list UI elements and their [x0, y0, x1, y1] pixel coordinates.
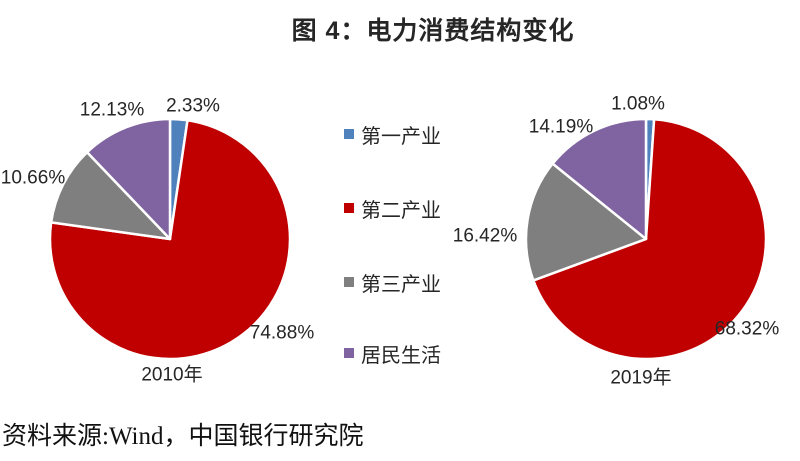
legend-label-primary: 第一产业	[361, 125, 441, 148]
pie-slice-2010年-居民生活	[85, 117, 172, 241]
legend: 第一产业 第二产业 第三产业 居民生活	[344, 122, 474, 372]
legend-swatch-primary-icon	[344, 129, 354, 139]
pie-2010-label-residential: 12.13%	[79, 99, 145, 121]
source-note: 资料来源:Wind，中国银行研究院	[2, 423, 364, 450]
pie-slice-2019年-第三产业	[524, 162, 648, 282]
pie-2010-label-tertiary: 10.66%	[0, 167, 66, 189]
pie-2019-label-primary: 1.08%	[611, 93, 665, 115]
pie-chart-2019	[524, 117, 768, 361]
legend-label-tertiary: 第三产业	[361, 273, 441, 296]
pie-2019-label-secondary: 68.32%	[714, 318, 780, 340]
pie-slice-2010年-第三产业	[49, 150, 172, 241]
pie-slice-2019年-第二产业	[532, 118, 768, 361]
legend-label-secondary: 第二产业	[361, 199, 441, 222]
pie-2010-label-secondary: 74.88%	[249, 322, 315, 344]
legend-label-residential: 居民生活	[361, 344, 441, 367]
pie-slice-2019年-居民生活	[551, 117, 648, 241]
pie-2019-label-tertiary: 16.42%	[452, 225, 518, 247]
legend-item-primary-industry: 第一产业	[344, 122, 441, 148]
pie-chart-2010	[48, 117, 292, 361]
legend-swatch-secondary-icon	[344, 203, 354, 213]
pie-2019-caption: 2019年	[610, 367, 672, 389]
legend-item-residential: 居民生活	[344, 341, 441, 367]
legend-item-tertiary-industry: 第三产业	[344, 270, 441, 296]
legend-item-secondary-industry: 第二产业	[344, 196, 441, 222]
chart-title: 图 4：电力消费结构变化	[291, 17, 575, 45]
pie-2019-label-residential: 14.19%	[528, 116, 594, 138]
pie-2010-label-primary: 2.33%	[166, 95, 220, 117]
legend-swatch-residential-icon	[344, 348, 354, 358]
pie-2010-caption: 2010年	[141, 364, 203, 386]
legend-swatch-tertiary-icon	[344, 277, 354, 287]
